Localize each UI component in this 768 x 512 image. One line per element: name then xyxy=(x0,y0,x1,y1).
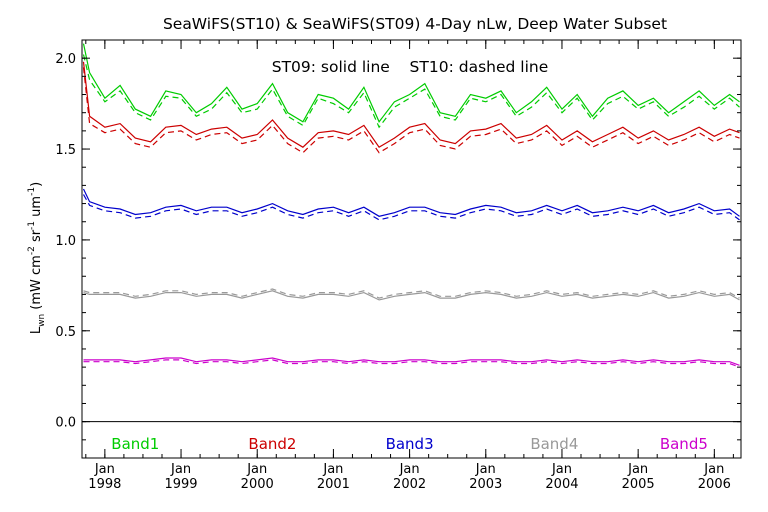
y-axis-label: Lwn (mW cm-2 sr-1 um-1) xyxy=(27,182,47,334)
y-tick-label: 0.5 xyxy=(55,325,76,340)
plot-frame xyxy=(81,39,742,459)
legend-label-band2: Band2 xyxy=(248,435,296,453)
x-tick-year-label: 2001 xyxy=(317,477,350,492)
series-line-dashed-band2 xyxy=(82,67,740,154)
x-tick-month-label: Jan xyxy=(246,462,267,477)
x-tick-month-label: Jan xyxy=(322,462,343,477)
y-tick-label: 1.0 xyxy=(55,234,76,249)
legend-label-band3: Band3 xyxy=(386,435,434,453)
x-tick-year-label: 1998 xyxy=(88,477,121,492)
x-tick-month-label: Jan xyxy=(170,462,191,477)
x-tick-year-label: 2004 xyxy=(545,477,578,492)
x-tick-month-label: Jan xyxy=(399,462,420,477)
series-line-solid-band4 xyxy=(83,290,740,301)
plot-lines xyxy=(82,43,740,368)
legend-label-band1: Band1 xyxy=(111,435,159,453)
y-tick-label: 0.0 xyxy=(55,416,76,431)
legend-label-band4: Band4 xyxy=(530,435,578,453)
series-line-solid-band2 xyxy=(82,61,740,149)
line-style-annotation: ST09: solid line ST10: dashed line xyxy=(272,58,549,76)
y-axis-label-text: Lwn (mW cm-2 sr-1 um-1) xyxy=(27,182,47,334)
x-tick-year-label: 2003 xyxy=(469,477,502,492)
y-tick-label: 1.5 xyxy=(55,143,76,158)
x-tick-year-label: 2000 xyxy=(241,477,274,492)
series-line-solid-band5 xyxy=(83,357,740,366)
legend: Band1 Band2 Band3 Band4 Band5 xyxy=(111,435,708,453)
x-tick-month-label: Jan xyxy=(551,462,572,477)
series-line-dashed-band5 xyxy=(83,359,740,368)
x-tick-year-label: 2006 xyxy=(698,477,731,492)
series-line-solid-band1 xyxy=(82,43,740,123)
x-tick-month-label: Jan xyxy=(627,462,648,477)
series-line-dashed-band4 xyxy=(83,288,740,299)
chart-title: SeaWiFS(ST10) & SeaWiFS(ST09) 4-Day nLw,… xyxy=(163,15,667,33)
x-tick-month-label: Jan xyxy=(475,462,496,477)
x-tick-month-label: Jan xyxy=(94,462,115,477)
series-line-solid-band3 xyxy=(82,188,740,217)
series-line-dashed-band1 xyxy=(82,54,740,129)
x-tick-month-label: Jan xyxy=(703,462,724,477)
y-tick-label: 2.0 xyxy=(55,52,76,67)
series-line-dashed-band3 xyxy=(82,194,740,221)
x-tick-year-label: 1999 xyxy=(164,477,197,492)
legend-label-band5: Band5 xyxy=(660,435,708,453)
x-tick-year-label: 2002 xyxy=(393,477,426,492)
x-tick-year-label: 2005 xyxy=(622,477,655,492)
y-axis: 0.0 0.5 1.0 1.5 2.0 xyxy=(55,39,741,459)
x-axis: Jan1998Jan1999Jan2000Jan2001Jan2002Jan20… xyxy=(85,40,734,492)
